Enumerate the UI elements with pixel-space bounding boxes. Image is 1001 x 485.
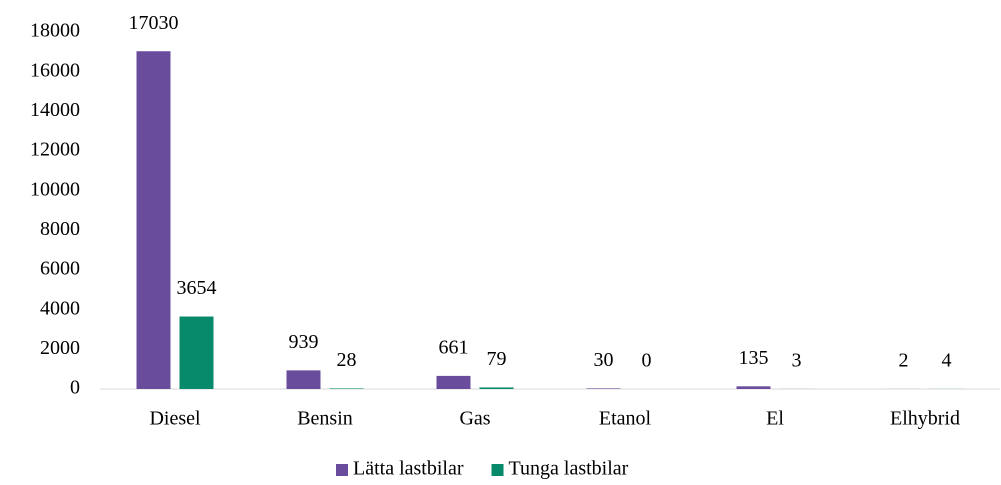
x-tick-label: El xyxy=(766,408,784,430)
legend-swatch xyxy=(491,464,504,476)
value-label: 30 xyxy=(594,349,614,371)
bar xyxy=(436,375,471,389)
x-tick-label: Bensin xyxy=(297,408,353,430)
y-tick-label: 12000 xyxy=(30,139,80,161)
bar xyxy=(329,388,364,389)
bar xyxy=(179,316,214,389)
y-tick-label: 8000 xyxy=(40,218,80,240)
x-tick-label: Diesel xyxy=(149,408,201,430)
value-label: 2 xyxy=(899,350,909,372)
bar xyxy=(479,387,514,389)
value-label: 135 xyxy=(739,347,769,369)
legend-label: Tunga lastbilar xyxy=(509,458,629,480)
y-tick-label: 2000 xyxy=(40,337,80,359)
x-tick-label: Gas xyxy=(459,408,490,430)
legend-label: Lätta lastbilar xyxy=(353,458,464,480)
bar xyxy=(136,51,171,389)
bar xyxy=(286,370,321,389)
bar xyxy=(586,388,621,389)
x-tick-label: Etanol xyxy=(599,408,652,430)
value-label: 939 xyxy=(289,331,319,353)
y-tick-label: 14000 xyxy=(30,99,80,121)
value-label: 28 xyxy=(337,349,357,371)
y-tick-label: 0 xyxy=(70,377,80,399)
y-tick-label: 18000 xyxy=(30,20,80,42)
y-tick-label: 4000 xyxy=(40,297,80,319)
y-tick-label: 6000 xyxy=(40,258,80,280)
value-label: 17030 xyxy=(129,12,179,34)
y-tick-label: 10000 xyxy=(30,178,80,200)
value-label: 3 xyxy=(792,350,802,372)
value-label: 4 xyxy=(942,350,952,372)
value-label: 3654 xyxy=(177,277,217,299)
legend-swatch xyxy=(336,464,348,476)
value-label: 79 xyxy=(487,348,507,370)
y-tick-label: 16000 xyxy=(30,59,80,81)
value-label: 661 xyxy=(439,336,469,358)
x-tick-label: Elhybrid xyxy=(890,408,960,430)
value-label: 0 xyxy=(642,350,652,372)
bar xyxy=(736,386,771,389)
